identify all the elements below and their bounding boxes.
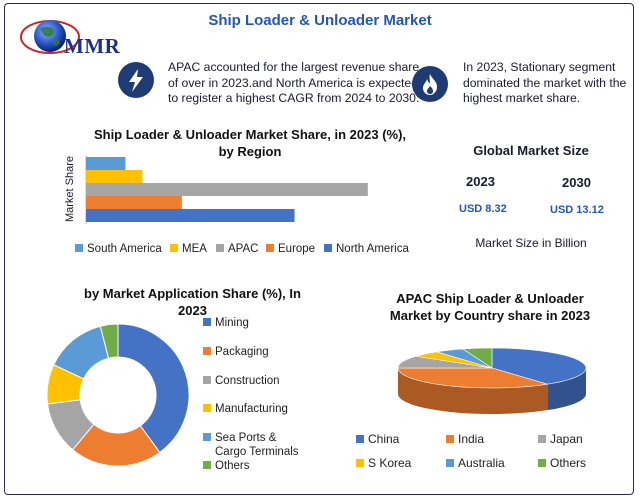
pie3d-legend-s-korea: S Korea (356, 456, 411, 470)
legend-swatch (356, 435, 364, 443)
bar-legend-south-america: South America (75, 243, 162, 255)
legend-label: China (368, 432, 400, 446)
legend-label: Construction (215, 375, 280, 387)
legend-swatch (75, 244, 83, 252)
legend-label: Sea Ports & (215, 432, 277, 444)
flame-icon (412, 66, 448, 102)
legend-swatch (203, 404, 211, 412)
donut-legend-manufacturing: Manufacturing (203, 402, 288, 416)
pie3d-chart-title-line: Market by Country share in 2023 (389, 308, 591, 323)
global-market-year-2023: 2023 (466, 174, 495, 189)
bar-chart-y-axis-label: Market Share (64, 155, 76, 223)
pie3d-chart-title-line: APAC Ship Loader & Unloader (396, 291, 584, 306)
legend-label: South America (87, 243, 162, 255)
lightning-bolt-icon (118, 62, 154, 98)
global-market-year-2030: 2030 (562, 175, 591, 190)
pie3d-legend-china: China (356, 432, 399, 446)
donut-legend-mining: Mining (203, 316, 249, 330)
donut-legend-others: Others (203, 459, 250, 473)
legend-swatch (216, 244, 224, 252)
bar-chart-title-line: by Region (218, 144, 282, 159)
global-market-title: Global Market Size (473, 143, 589, 158)
callout-right-line: dominated the market with the (463, 75, 627, 90)
legend-swatch (203, 347, 211, 355)
legend-swatch (203, 433, 211, 441)
pie3d-legend-japan: Japan (538, 432, 583, 446)
donut-legend-sea-ports-and-cargo-terminals: Sea Ports & Cargo Terminals (203, 431, 299, 459)
mmr-logo (20, 20, 80, 54)
donut-chart-title-line: 2023 (178, 303, 207, 318)
bar-legend-north-america: North America (324, 243, 409, 255)
pie3d-legend-india: India (446, 432, 484, 446)
legend-label: APAC (228, 243, 259, 255)
callout-right-line: In 2023, Stationary segment (463, 60, 616, 74)
legend-label: Australia (458, 456, 505, 470)
legend-swatch (538, 435, 546, 443)
donut-legend-construction: Construction (203, 374, 280, 388)
legend-label: North America (336, 243, 409, 255)
logo-text: MMR (64, 34, 121, 58)
callout-left: APAC accounted for the largest revenue s… (168, 60, 440, 107)
infographic-frame (4, 3, 634, 495)
global-market-value-2023: USD 8.32 (459, 203, 507, 215)
legend-label: Packaging (215, 346, 269, 358)
legend-label: Japan (550, 432, 583, 446)
page-title: Ship Loader & Unloader Market (208, 12, 432, 29)
legend-swatch (203, 318, 211, 326)
legend-swatch (170, 244, 178, 252)
legend-label: Mining (215, 317, 249, 329)
pie3d-legend-australia: Australia (446, 456, 505, 470)
legend-label: Others (550, 456, 587, 470)
legend-swatch (203, 461, 211, 469)
bar-legend-apac: APAC (216, 243, 258, 255)
callout-left-line: to register a highest CAGR from 2024 to … (168, 91, 420, 105)
legend-label: India (458, 432, 485, 446)
global-market-note: Market Size in Billion (475, 236, 587, 250)
callout-left-line: APAC accounted for the largest revenue s… (168, 60, 420, 74)
bar-legend-europe: Europe (266, 243, 315, 255)
callout-left-line: of over in 2023.and North America is exp… (168, 75, 418, 90)
bar-chart-title-line: Ship Loader & Unloader Market Share, in … (93, 127, 407, 142)
callout-right-line: highest market share. (463, 91, 581, 105)
legend-swatch (266, 244, 274, 252)
legend-label: Cargo Terminals (215, 446, 299, 458)
legend-swatch (446, 459, 454, 467)
donut-chart-title-line: by Market Application Share (%), In (84, 286, 301, 301)
callout-right: In 2023, Stationary segment dominated th… (463, 60, 631, 107)
legend-swatch (324, 244, 332, 252)
legend-swatch (356, 459, 364, 467)
pie3d-legend-others: Others (538, 456, 586, 470)
legend-swatch (538, 459, 546, 467)
bar-legend-mea: MEA (170, 243, 207, 255)
global-market-value-2030: USD 13.12 (550, 204, 604, 216)
donut-legend-packaging: Packaging (203, 345, 269, 359)
legend-swatch (446, 435, 454, 443)
legend-swatch (203, 376, 211, 384)
donut-chart-title: by Market Application Share (%), In 2023 (60, 285, 325, 319)
legend-label: S Korea (368, 456, 412, 470)
legend-label: MEA (182, 243, 207, 255)
legend-label: Manufacturing (215, 403, 288, 415)
legend-label: Europe (278, 243, 316, 255)
bar-chart-title: Ship Loader & Unloader Market Share, in … (60, 126, 440, 160)
pie3d-chart-title: APAC Ship Loader & Unloader Market by Co… (370, 290, 610, 324)
legend-label: Others (215, 460, 250, 472)
